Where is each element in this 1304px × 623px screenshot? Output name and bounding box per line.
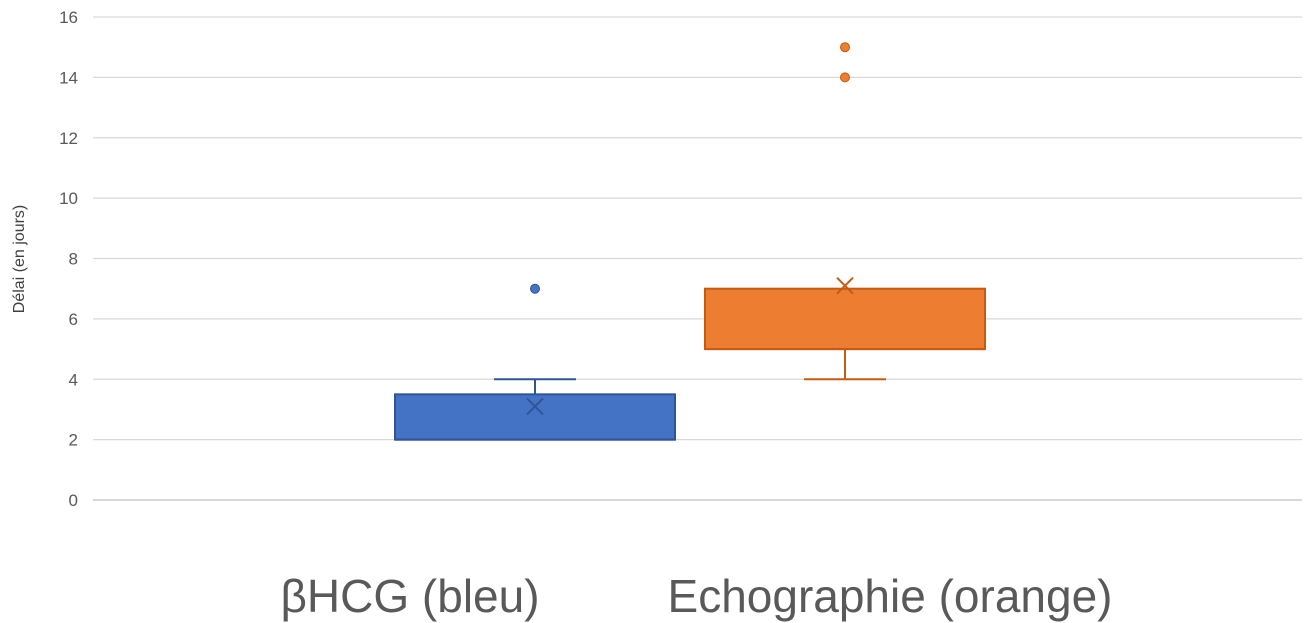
y-tick-label-12: 12 bbox=[59, 129, 78, 148]
y-tick-label-0: 0 bbox=[69, 491, 78, 510]
y-tick-label-2: 2 bbox=[69, 431, 78, 450]
y-tick-label-16: 16 bbox=[59, 8, 78, 27]
y-tick-label-4: 4 bbox=[69, 370, 78, 389]
y-tick-label-14: 14 bbox=[59, 68, 78, 87]
y-axis-tick-labels: 0 2 4 6 8 10 12 14 16 bbox=[59, 8, 78, 510]
boxes bbox=[394, 42, 986, 441]
mean-marker bbox=[836, 276, 854, 295]
outlier-point bbox=[840, 42, 850, 53]
category-label-bhcg: βHCG (bleu) bbox=[280, 570, 539, 622]
gridlines bbox=[93, 16, 1302, 501]
outlier-point bbox=[840, 72, 850, 83]
box-body bbox=[704, 287, 986, 351]
y-tick-label-6: 6 bbox=[69, 310, 78, 329]
category-label-echographie: Echographie (orange) bbox=[668, 570, 1113, 622]
outlier-point bbox=[530, 283, 540, 294]
y-tick-label-8: 8 bbox=[69, 250, 78, 269]
y-axis-label: Délai (en jours) bbox=[11, 205, 28, 313]
box-body bbox=[394, 393, 676, 441]
y-tick-label-10: 10 bbox=[59, 189, 78, 208]
box-1 bbox=[704, 42, 986, 381]
box-0 bbox=[394, 283, 676, 441]
mean-marker bbox=[526, 397, 544, 416]
